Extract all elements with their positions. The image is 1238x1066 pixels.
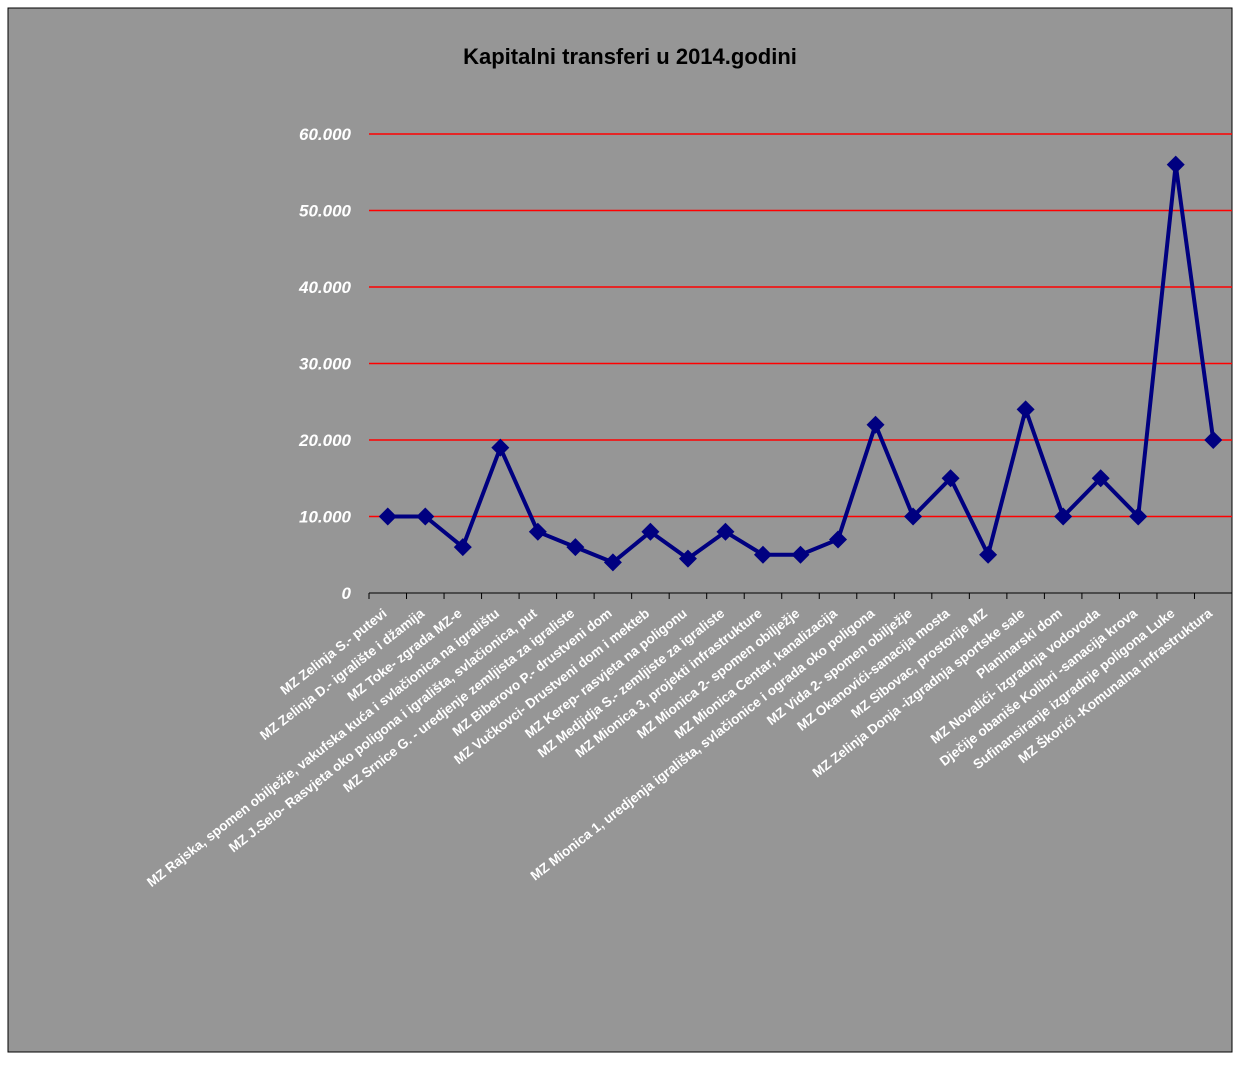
marker	[753, 545, 772, 564]
marker	[528, 522, 547, 541]
marker	[829, 530, 848, 549]
y-tick-label: 30.000	[299, 355, 352, 374]
y-tick-label: 0	[342, 584, 352, 603]
marker	[1129, 507, 1148, 526]
marker	[566, 538, 585, 557]
marker	[678, 549, 697, 568]
marker	[1166, 155, 1185, 174]
marker	[716, 522, 735, 541]
y-tick-label: 10.000	[299, 508, 352, 527]
y-tick-label: 40.000	[298, 278, 352, 297]
marker	[378, 507, 397, 526]
marker	[904, 507, 923, 526]
marker	[453, 538, 472, 557]
marker	[416, 507, 435, 526]
marker	[641, 522, 660, 541]
chart-title: Kapitalni transferi u 2014.godini	[463, 44, 797, 69]
marker	[1016, 400, 1035, 419]
y-tick-label: 20.000	[298, 431, 352, 450]
chart-background	[7, 7, 1233, 1053]
marker	[603, 553, 622, 572]
marker	[1091, 469, 1110, 488]
marker	[866, 415, 885, 434]
marker	[791, 545, 810, 564]
marker	[491, 438, 510, 457]
marker	[1054, 507, 1073, 526]
marker	[979, 545, 998, 564]
y-tick-label: 60.000	[299, 125, 352, 144]
marker	[1204, 431, 1223, 449]
y-tick-label: 50.000	[299, 202, 352, 221]
marker	[941, 469, 960, 488]
